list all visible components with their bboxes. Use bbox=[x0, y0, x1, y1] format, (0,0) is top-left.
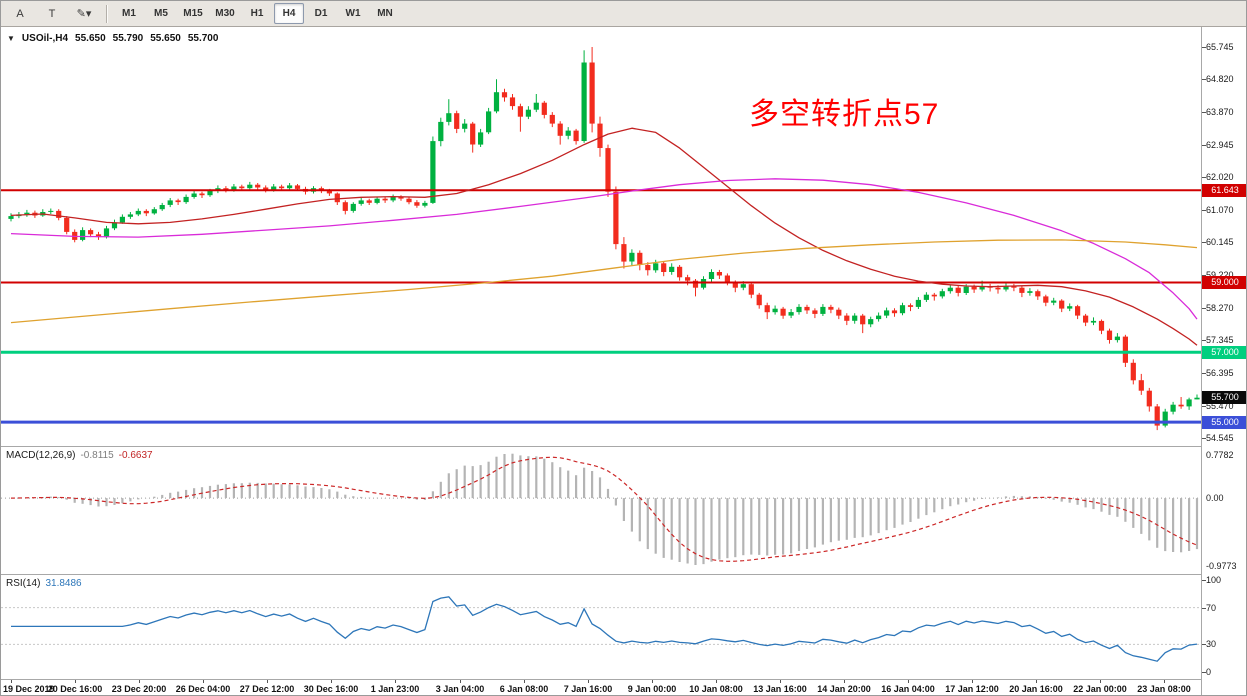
time-axis-label: 30 Dec 16:00 bbox=[303, 684, 359, 694]
price-axis[interactable]: 65.745 64.820 63.870 62.945 62.020 61.070 60.1… bbox=[1201, 27, 1246, 695]
price-axis-label: 54.545 bbox=[1206, 433, 1234, 443]
time-axis-label: 20 Jan 16:00 bbox=[1009, 684, 1063, 694]
time-axis-label: 20 Dec 16:00 bbox=[47, 684, 103, 694]
time-axis-label: 16 Jan 04:00 bbox=[881, 684, 935, 694]
time-axis-label: 14 Jan 20:00 bbox=[817, 684, 871, 694]
time-axis-label: 7 Jan 16:00 bbox=[563, 684, 613, 694]
time-axis-label: 10 Jan 08:00 bbox=[689, 684, 743, 694]
macd-pane[interactable] bbox=[1, 447, 1201, 574]
price-axis-label: 62.945 bbox=[1206, 140, 1234, 150]
candles-layer bbox=[8, 47, 1200, 431]
toolbar-tools-group: A T ✎▾ bbox=[5, 3, 99, 24]
price-axis-label: 65.745 bbox=[1206, 42, 1234, 52]
text-tool-button[interactable]: T bbox=[48, 7, 56, 20]
chart-root: ▼ USOil-,H4 55.650 55.790 55.650 55.700 … bbox=[1, 27, 1246, 695]
ohlc-high: 55.790 bbox=[112, 33, 144, 44]
toolbar: A T ✎▾ M1 M5 M15 M30 H1 H4 D1 W1 MN bbox=[1, 1, 1246, 27]
ohlc-close: 55.700 bbox=[187, 33, 219, 44]
time-axis[interactable]: 19 Dec 2019 20 Dec 16:00 23 Dec 20:00 26 De… bbox=[1, 680, 1201, 695]
macd-title: MACD(12,26,9) bbox=[6, 450, 76, 461]
time-axis-label: 1 Jan 23:00 bbox=[370, 684, 420, 694]
rsi-axis-label: 30 bbox=[1206, 639, 1217, 649]
rsi-title: RSI(14) bbox=[6, 578, 41, 589]
time-axis-label: 26 Dec 04:00 bbox=[175, 684, 231, 694]
price-axis-label: 56.395 bbox=[1206, 368, 1234, 378]
macd-label: MACD(12,26,9) -0.8115 -0.6637 bbox=[6, 450, 153, 461]
timeframe-button-m15[interactable]: M15 bbox=[183, 8, 203, 19]
rsi-axis-label: 70 bbox=[1206, 603, 1217, 613]
ma-line-orange bbox=[10, 239, 1198, 324]
time-axis-label: 23 Jan 08:00 bbox=[1137, 684, 1191, 694]
timeframe-button-h4[interactable]: H4 bbox=[274, 3, 304, 24]
price-badge-57.000: 57.000 bbox=[1202, 346, 1246, 359]
chart-annotation-text[interactable]: 多空转折点57 bbox=[749, 98, 940, 131]
time-axis-label: 13 Jan 16:00 bbox=[753, 684, 807, 694]
timeframe-button-mn[interactable]: MN bbox=[377, 8, 393, 19]
price-badge-55.000: 55.000 bbox=[1202, 416, 1246, 429]
ohlc-open: 55.650 bbox=[75, 33, 106, 44]
main-chart-pane[interactable] bbox=[1, 27, 1201, 446]
ma-line-magenta bbox=[10, 178, 1198, 320]
time-axis-label: 19 Dec 2019 bbox=[3, 684, 55, 694]
timeframe-button-m5[interactable]: M5 bbox=[154, 8, 168, 19]
toolbar-separator bbox=[106, 4, 107, 23]
price-axis-label: 64.820 bbox=[1206, 74, 1234, 84]
time-axis-label: 17 Jan 12:00 bbox=[945, 684, 999, 694]
macd-axis-label: 0.7782 bbox=[1206, 450, 1234, 460]
timeframe-button-d1[interactable]: D1 bbox=[314, 8, 328, 19]
macd-axis-label: -0.9773 bbox=[1206, 561, 1237, 571]
price-axis-label: 55.470 bbox=[1206, 401, 1234, 411]
chart-marker-icon[interactable]: ▼ bbox=[7, 34, 15, 43]
price-axis-label: 62.020 bbox=[1206, 172, 1234, 182]
price-axis-label: 58.270 bbox=[1206, 303, 1234, 313]
ohlc-low: 55.650 bbox=[150, 33, 181, 44]
macd-axis-label: 0.00 bbox=[1206, 493, 1224, 503]
pane-divider[interactable] bbox=[1, 446, 1246, 447]
draw-tools-button[interactable]: ✎▾ bbox=[76, 8, 92, 20]
pane-divider[interactable] bbox=[1, 574, 1246, 575]
chart-header: ▼ USOil-,H4 55.650 55.790 55.650 55.700 bbox=[7, 33, 218, 44]
time-axis-label: 6 Jan 08:00 bbox=[499, 684, 549, 694]
price-axis-label: 61.070 bbox=[1206, 205, 1234, 215]
cursor-button[interactable]: A bbox=[16, 7, 24, 20]
time-axis-label: 22 Jan 00:00 bbox=[1073, 684, 1127, 694]
timeframe-button-w1[interactable]: W1 bbox=[345, 8, 361, 19]
price-badge-61.643: 61.643 bbox=[1202, 184, 1246, 197]
timeframe-button-h1[interactable]: H1 bbox=[250, 8, 264, 19]
rsi-line bbox=[11, 596, 1198, 662]
macd-histogram bbox=[17, 453, 1199, 565]
price-axis-label: 60.145 bbox=[1206, 237, 1234, 247]
ma-line-red bbox=[10, 127, 1198, 346]
time-axis-label: 3 Jan 04:00 bbox=[435, 684, 485, 694]
macd-value-main: -0.8115 bbox=[80, 450, 114, 461]
price-badge-59.000: 59.000 bbox=[1202, 276, 1246, 289]
price-axis-label: 59.220 bbox=[1206, 270, 1234, 280]
chart-symbol-label: USOil-,H4 bbox=[21, 33, 69, 44]
price-axis-label: 57.345 bbox=[1206, 335, 1234, 345]
macd-value-signal: -0.6637 bbox=[118, 450, 153, 461]
timeframe-button-m30[interactable]: M30 bbox=[215, 8, 235, 19]
time-axis-label: 23 Dec 20:00 bbox=[111, 684, 167, 694]
rsi-value: 31.8486 bbox=[45, 578, 82, 589]
timeframe-button-m1[interactable]: M1 bbox=[122, 8, 136, 19]
rsi-axis-label: 100 bbox=[1206, 575, 1222, 585]
pane-divider[interactable] bbox=[1, 679, 1246, 680]
macd-signal-line bbox=[10, 456, 1198, 562]
rsi-label: RSI(14) 31.8486 bbox=[6, 578, 82, 589]
rsi-pane[interactable] bbox=[1, 575, 1201, 679]
time-axis-label: 27 Dec 12:00 bbox=[239, 684, 295, 694]
time-axis-label: 9 Jan 00:00 bbox=[627, 684, 677, 694]
price-axis-label: 63.870 bbox=[1206, 107, 1234, 117]
current-price-badge: 55.700 bbox=[1202, 391, 1246, 404]
rsi-axis-label: 0 bbox=[1206, 667, 1212, 677]
toolbar-timeframes-group: M1 M5 M15 M30 H1 H4 D1 W1 MN bbox=[114, 3, 400, 24]
